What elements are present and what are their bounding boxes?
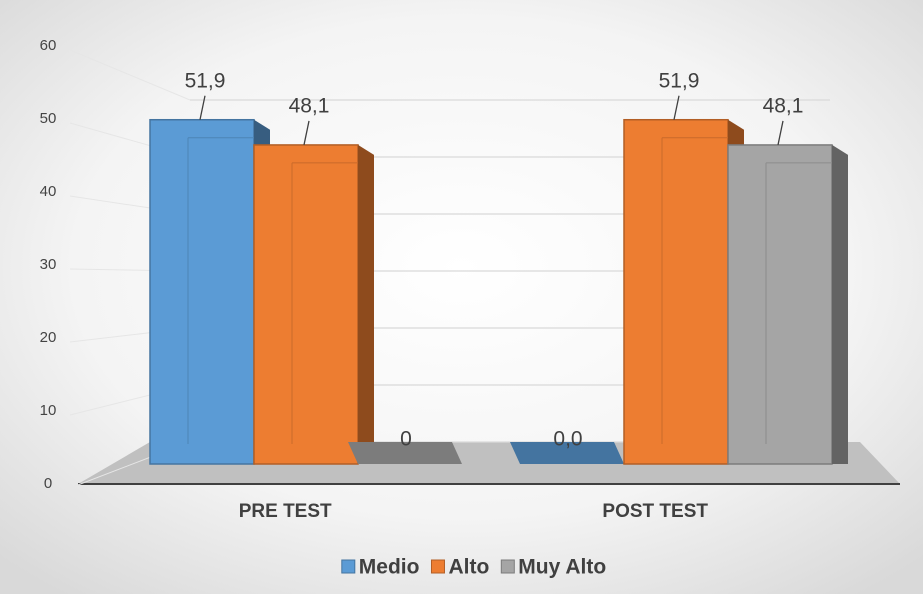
leader-line [303, 120, 310, 146]
legend-swatch [341, 559, 356, 574]
legend-label: Muy Alto [518, 556, 606, 579]
legend-label: Medio [359, 556, 420, 579]
leader-line [199, 95, 206, 120]
legend-swatch [430, 559, 445, 574]
y-tick-label: 20 [40, 329, 57, 346]
bar [510, 442, 624, 464]
value-label: 48,1 [289, 94, 330, 117]
bar [623, 118, 729, 465]
value-label: 0 [400, 428, 412, 451]
plot: 0 10 20 30 40 50 60 PRE TEST 51,9 48,1 0 POST TEST 0… [40, 37, 848, 579]
y-tick-label: 0 [44, 475, 52, 492]
grid-line-side [69, 49, 191, 101]
bar-side [832, 144, 848, 465]
bar-side [358, 144, 374, 465]
value-label: 51,9 [185, 69, 226, 92]
value-label: 0,0 [553, 428, 582, 451]
x-tick-label: POST TEST [602, 501, 708, 522]
value-label: 48,1 [763, 94, 804, 117]
leader-line [673, 95, 680, 120]
bar [727, 144, 833, 465]
x-tick-label: PRE TEST [239, 501, 332, 522]
bar [253, 144, 359, 465]
leader-line [777, 120, 784, 146]
y-tick-label: 30 [40, 256, 57, 273]
bar [149, 118, 255, 465]
y-tick-label: 60 [40, 37, 57, 54]
value-label: 51,9 [659, 69, 700, 92]
bar [348, 442, 462, 464]
legend-label: Alto [448, 556, 489, 579]
y-tick-label: 40 [40, 183, 57, 200]
y-tick-label: 50 [40, 110, 57, 127]
legend-swatch [500, 559, 515, 574]
y-tick-label: 10 [40, 402, 57, 419]
